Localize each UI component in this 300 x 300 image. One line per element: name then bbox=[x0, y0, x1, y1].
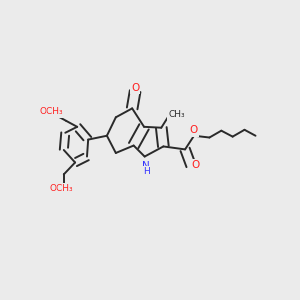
Text: H: H bbox=[143, 167, 149, 176]
Text: O: O bbox=[190, 125, 198, 135]
Text: OCH₃: OCH₃ bbox=[49, 184, 73, 193]
Text: O: O bbox=[191, 160, 199, 170]
Text: CH₃: CH₃ bbox=[168, 110, 185, 119]
Text: O: O bbox=[131, 83, 139, 93]
Text: N: N bbox=[142, 161, 150, 171]
Text: OCH₃: OCH₃ bbox=[40, 107, 63, 116]
